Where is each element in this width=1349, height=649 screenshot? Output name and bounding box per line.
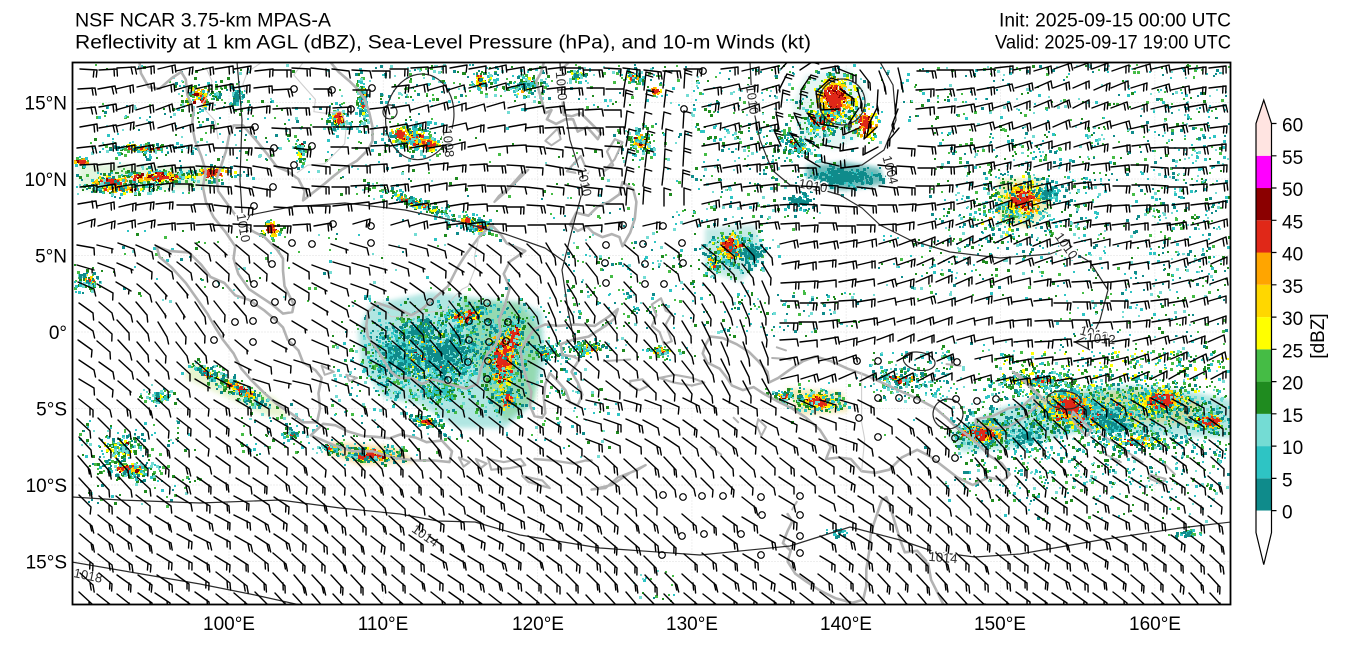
svg-text:20: 20 [1282, 374, 1303, 395]
svg-text:150°E: 150°E [974, 614, 1026, 635]
svg-text:1010: 1010 [553, 71, 570, 101]
svg-text:25: 25 [1282, 341, 1303, 362]
svg-text:5°N: 5°N [35, 247, 67, 268]
svg-text:[dBZ]: [dBZ] [1308, 313, 1329, 358]
svg-text:Init: 2025-09-15 00:00 UTC: Init: 2025-09-15 00:00 UTC [999, 11, 1231, 32]
svg-text:45: 45 [1282, 212, 1303, 233]
svg-text:1010: 1010 [798, 176, 829, 196]
svg-text:10°N: 10°N [25, 170, 67, 191]
svg-text:55: 55 [1282, 148, 1303, 169]
svg-text:50: 50 [1282, 180, 1303, 201]
svg-text:1010: 1010 [234, 212, 254, 243]
svg-text:110°E: 110°E [358, 614, 409, 635]
svg-text:160°E: 160°E [1129, 614, 1181, 635]
svg-text:10: 10 [1282, 438, 1303, 459]
svg-text:15: 15 [1282, 406, 1303, 427]
svg-text:Valid: 2025-09-17 19:00 UTC: Valid: 2025-09-17 19:00 UTC [995, 33, 1231, 54]
svg-text:0: 0 [1282, 503, 1293, 524]
svg-text:5: 5 [1282, 470, 1293, 491]
svg-text:15°S: 15°S [26, 553, 67, 574]
svg-text:140°E: 140°E [820, 614, 872, 635]
svg-text:35: 35 [1282, 277, 1303, 298]
svg-text:120°E: 120°E [512, 614, 564, 635]
svg-text:0°: 0° [49, 323, 67, 344]
svg-text:30: 30 [1282, 309, 1303, 330]
svg-text:1012: 1012 [1086, 330, 1116, 347]
svg-text:10°S: 10°S [26, 476, 67, 497]
svg-text:100°E: 100°E [203, 614, 255, 635]
svg-text:5°S: 5°S [36, 400, 67, 421]
svg-text:15°N: 15°N [25, 94, 67, 115]
svg-text:1014: 1014 [928, 549, 958, 566]
svg-text:Reflectivity at 1 km AGL (dBZ): Reflectivity at 1 km AGL (dBZ), Sea-Leve… [75, 33, 811, 54]
svg-text:60: 60 [1282, 116, 1303, 137]
svg-text:1008: 1008 [440, 128, 457, 158]
svg-text:130°E: 130°E [666, 614, 718, 635]
svg-text:NSF NCAR 3.75-km MPAS-A: NSF NCAR 3.75-km MPAS-A [75, 11, 331, 32]
svg-text:40: 40 [1282, 245, 1303, 266]
